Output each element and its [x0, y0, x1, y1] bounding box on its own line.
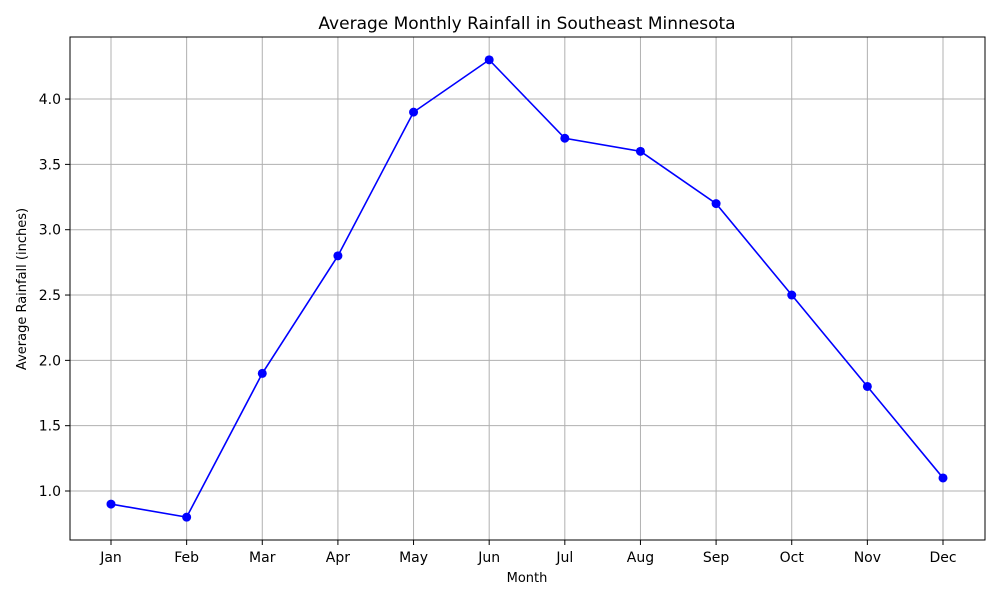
y-tick-label: 3.5 [39, 157, 61, 173]
y-axis-tick-labels: 1.0 1.5 2.0 2.5 3.0 3.5 4.0 [39, 92, 61, 500]
x-tick-label-nov: Nov [854, 550, 881, 566]
series-layer [106, 55, 948, 522]
data-point-apr [333, 251, 343, 261]
x-tick-label-dec: Dec [929, 550, 956, 566]
y-tick-label: 1.0 [39, 484, 61, 500]
x-tick-label-feb: Feb [174, 550, 199, 566]
x-tick-label-may: May [399, 550, 428, 566]
data-point-oct [787, 290, 797, 300]
data-point-may [409, 107, 419, 117]
x-tick-label-jan: Jan [99, 550, 122, 566]
data-point-aug [635, 146, 645, 156]
y-tick-label: 3.0 [39, 223, 61, 239]
x-tick-label-aug: Aug [627, 550, 654, 566]
x-tick-label-jun: Jun [477, 550, 500, 566]
x-axis-tick-labels: Jan Feb Mar Apr May Jun Jul Aug Sep Oct Nov Dec [99, 550, 956, 566]
data-point-jul [560, 133, 570, 143]
series-line [110, 58, 944, 519]
plot-frame [69, 36, 986, 541]
y-tick-label: 2.0 [39, 353, 61, 369]
x-axis-label: Month [507, 571, 548, 586]
data-point-nov [862, 381, 872, 391]
grid-lines [70, 37, 985, 540]
data-point-mar [257, 368, 267, 378]
x-tick-label-apr: Apr [326, 550, 350, 566]
y-tick-label: 1.5 [39, 419, 61, 435]
x-tick-label-mar: Mar [249, 550, 276, 566]
chart-title: Average Monthly Rainfall in Southeast Mi… [318, 14, 735, 34]
data-point-feb [182, 512, 192, 522]
x-tick-label-oct: Oct [780, 550, 805, 566]
y-tick-label: 2.5 [39, 288, 61, 304]
y-axis-label: Average Rainfall (inches) [15, 208, 30, 370]
axis-ticks [65, 98, 944, 545]
data-point-jan [106, 499, 116, 509]
x-tick-label-sep: Sep [703, 550, 730, 566]
data-point-dec [938, 473, 948, 483]
x-tick-label-jul: Jul [555, 550, 573, 566]
data-point-jun [484, 55, 494, 65]
data-point-sep [711, 199, 721, 209]
y-tick-label: 4.0 [39, 92, 61, 108]
